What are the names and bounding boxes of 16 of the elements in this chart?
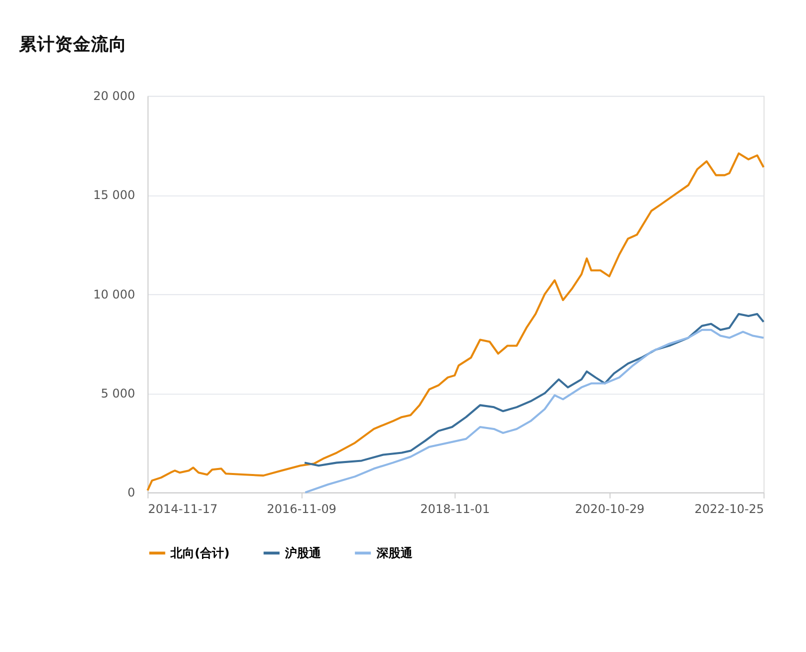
chart-title: 累计资金流向 bbox=[18, 34, 127, 55]
y-tick-label: 5 000 bbox=[100, 386, 136, 400]
legend-label: 北向(合计) bbox=[170, 546, 230, 560]
x-tick-label: 2020-10-29 bbox=[574, 502, 645, 516]
x-tick-label: 2014-11-17 bbox=[148, 502, 218, 516]
y-tick-label: 20 000 bbox=[93, 89, 136, 104]
x-tick-label: 2016-11-09 bbox=[266, 502, 336, 516]
line-series bbox=[304, 312, 765, 467]
y-tick-label: 10 000 bbox=[93, 287, 136, 302]
legend-label: 沪股通 bbox=[284, 546, 322, 560]
y-tick-label: 0 bbox=[127, 486, 136, 500]
line-series bbox=[304, 328, 765, 494]
y-tick-label: 15 000 bbox=[93, 188, 136, 202]
x-tick-label: 2022-10-25 bbox=[694, 502, 764, 516]
x-tick-label: 2018-11-01 bbox=[420, 502, 490, 516]
legend-label: 深股通 bbox=[375, 546, 414, 560]
